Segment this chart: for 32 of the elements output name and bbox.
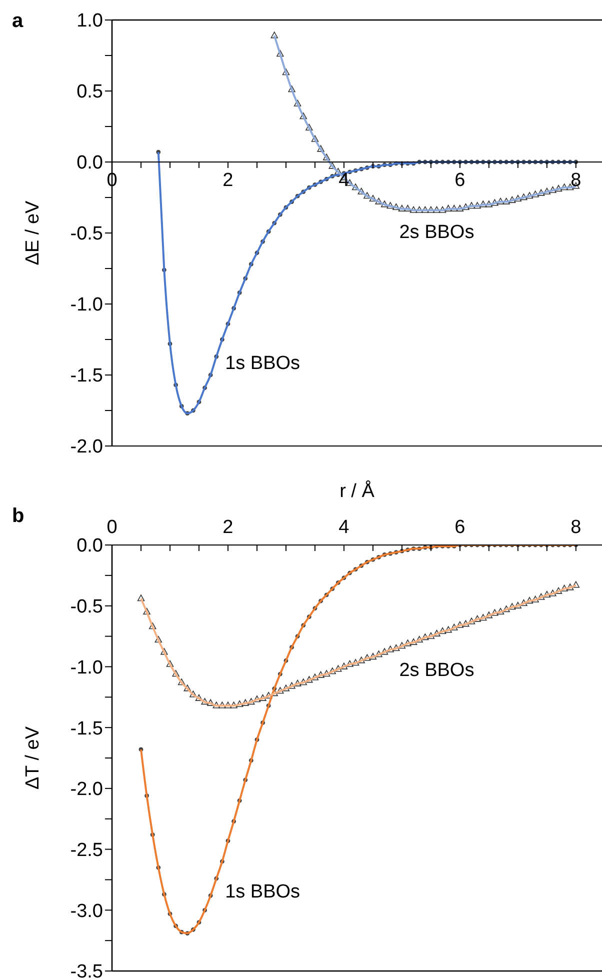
y-tick-label: -2.0 (70, 779, 103, 800)
x-tick-label: 2 (222, 517, 234, 538)
x-tick-label: 8 (570, 517, 582, 538)
y-tick-label: -3.0 (70, 900, 103, 922)
chart-title: a (12, 10, 24, 33)
y-tick-label: 1.0 (76, 10, 103, 32)
y-axis-title: ΔT / eV (22, 726, 44, 790)
series-label: 2s BBOs (399, 222, 474, 244)
y-tick-label: 0.0 (76, 152, 103, 174)
x-tick-label: 6 (454, 170, 466, 191)
y-tick-label: -0.5 (70, 224, 103, 245)
y-tick-label: -1.0 (70, 657, 103, 678)
y-tick-label: -2.5 (70, 840, 103, 862)
y-tick-label: -2.0 (70, 436, 103, 458)
x-tick-label: 2 (222, 170, 234, 191)
y-axis-title: ΔE / eV (22, 200, 44, 266)
series-label: 1s BBOs (225, 881, 300, 902)
x-tick-label: 6 (454, 517, 466, 538)
y-tick-label: 0.0 (76, 536, 103, 557)
series-label: 2s BBOs (399, 660, 474, 681)
y-tick-label: 0.5 (76, 82, 103, 103)
y-tick-label: -3.5 (70, 962, 103, 980)
x-tick-label: 8 (570, 170, 582, 191)
series-label: 1s BBOs (225, 352, 300, 374)
y-tick-label: -1.0 (70, 294, 103, 316)
x-axis-title: r / Å (340, 480, 375, 502)
y-tick-label: -1.5 (70, 366, 103, 387)
y-tick-label: -0.5 (70, 596, 103, 618)
chart-title: b (12, 505, 24, 528)
x-tick-label: 0 (106, 517, 118, 538)
y-tick-label: -1.5 (70, 718, 103, 740)
x-tick-label: 4 (338, 517, 350, 538)
